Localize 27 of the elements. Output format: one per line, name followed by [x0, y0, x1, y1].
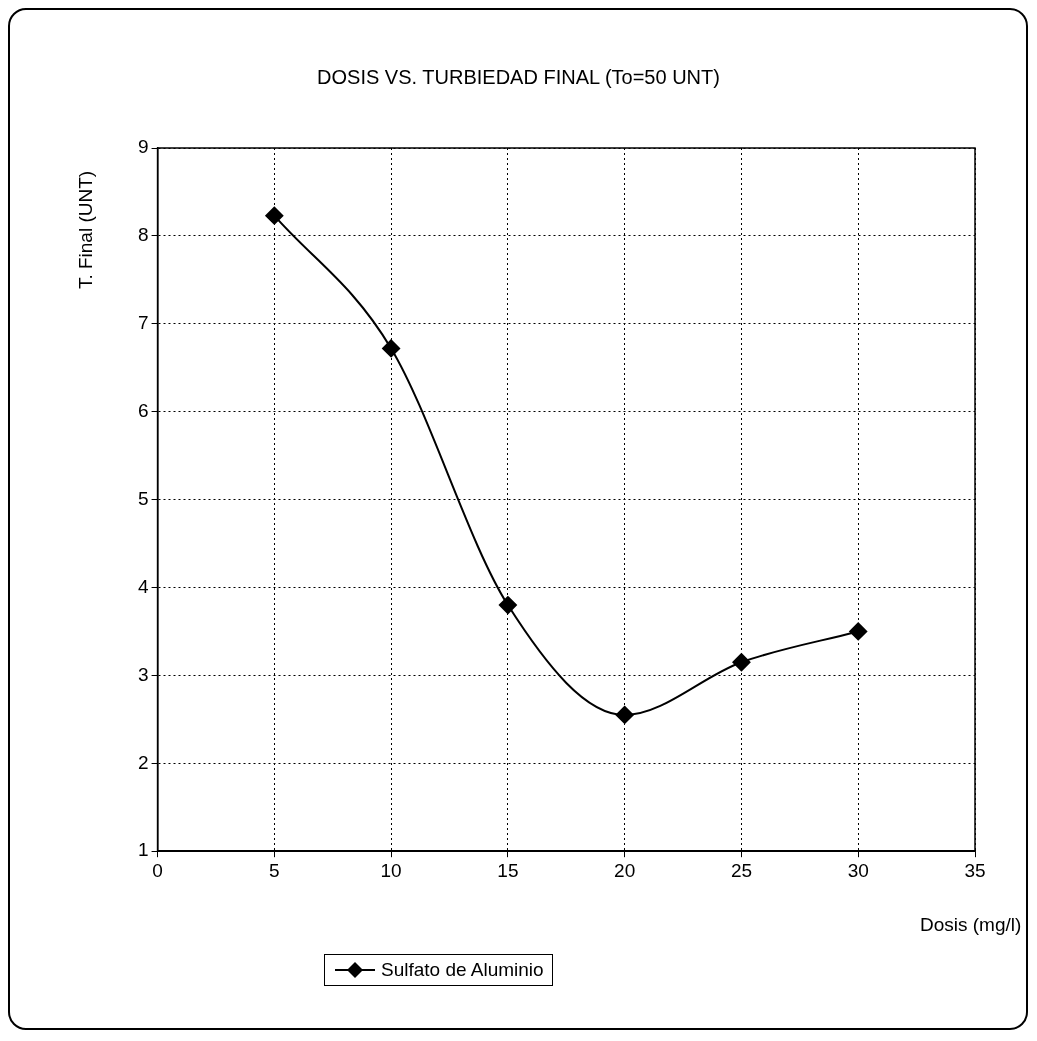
- chart-title: DOSIS VS. TURBIEDAD FINAL (To=50 UNT): [316, 66, 721, 89]
- y-tick-label: 6: [137, 399, 149, 421]
- x-tick-label: 15: [497, 859, 519, 881]
- y-tick-label: 9: [137, 136, 149, 158]
- y-tick-label: 4: [137, 575, 149, 597]
- y-tick-label: 1: [137, 839, 149, 861]
- point: [498, 596, 517, 615]
- legend-label: Sulfato de Aluminio: [381, 959, 544, 981]
- point: [615, 705, 634, 724]
- y-tick-label: 5: [137, 487, 149, 509]
- y-tick-label: 3: [137, 663, 149, 685]
- y-tick-label: 8: [137, 224, 149, 246]
- x-axis-title: Dosis (mg/l): [920, 914, 1022, 936]
- x-tick-label: 20: [614, 859, 636, 881]
- y-axis-title: T. Final (UNT): [75, 170, 97, 290]
- x-tick-label: 0: [152, 859, 163, 881]
- y-tick-label: 2: [137, 751, 149, 773]
- x-tick-label: 10: [380, 859, 402, 881]
- x-tick-label: 5: [269, 859, 280, 881]
- x-tick-label: 30: [847, 859, 869, 881]
- point: [849, 622, 868, 641]
- point: [265, 206, 284, 225]
- point: [382, 339, 401, 358]
- x-tick-label: 25: [730, 859, 753, 881]
- point: [732, 653, 751, 672]
- x-tick-label: 35: [964, 859, 986, 881]
- y-tick-label: 7: [137, 312, 149, 334]
